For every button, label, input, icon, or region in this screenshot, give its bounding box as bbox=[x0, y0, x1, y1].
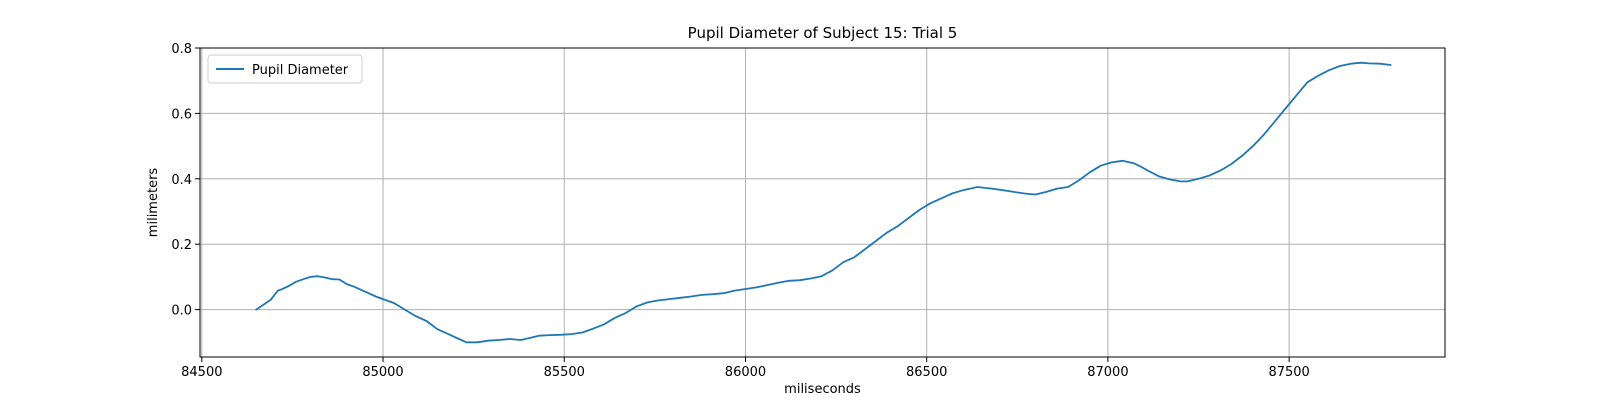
series-layer bbox=[255, 61, 1392, 344]
legend-box bbox=[207, 54, 363, 84]
plot-frame bbox=[199, 47, 1446, 358]
chart-title: Pupil Diameter of Subject 15: Trial 5 bbox=[688, 24, 958, 42]
x-tick-label: 87500 bbox=[1268, 365, 1309, 380]
y-axis-label: milimeters bbox=[146, 168, 161, 238]
legend: Pupil Diameter bbox=[207, 54, 363, 84]
axis-ticks: 84500 85000 85500 86000 86500 87000 87500 0.0 0.… bbox=[171, 42, 1310, 380]
x-axis-label: miliseconds bbox=[784, 382, 861, 397]
legend-label-pupil-diameter: Pupil Diameter bbox=[252, 63, 349, 78]
y-tick-label: 0.0 bbox=[171, 304, 192, 319]
x-tick-label: 86500 bbox=[906, 365, 947, 380]
y-tick-label: 0.2 bbox=[171, 238, 192, 253]
x-tick-label: 87000 bbox=[1087, 365, 1128, 380]
y-tick-label: 0.6 bbox=[171, 107, 192, 122]
y-tick-label: 0.8 bbox=[171, 42, 192, 57]
grid bbox=[200, 47, 1445, 357]
y-tick-label: 0.4 bbox=[171, 173, 192, 188]
x-tick-label: 84500 bbox=[181, 365, 222, 380]
x-tick-label: 85000 bbox=[362, 365, 403, 380]
x-tick-label: 86000 bbox=[725, 365, 766, 380]
x-tick-label: 85500 bbox=[544, 365, 585, 380]
series-line-pupil-diameter bbox=[255, 61, 1392, 344]
